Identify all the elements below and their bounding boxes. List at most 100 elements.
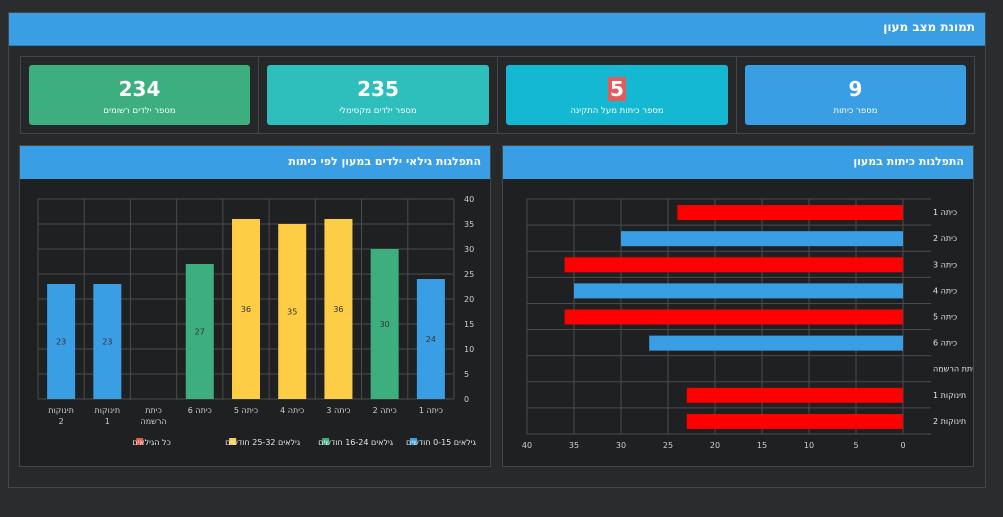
bar [232, 219, 260, 399]
bar [686, 387, 903, 403]
legend-swatch [410, 438, 417, 445]
class-distribution-chart: 0 5 10 15 20 25 30 35 40 כיתה 1 כיתה 2 כיתה 3 כיתה 4… [522, 198, 973, 450]
bar [564, 309, 903, 325]
bar [185, 264, 214, 399]
x-tick-label: כיתה 1 [419, 406, 443, 415]
x-tick-label: 5 [853, 441, 858, 450]
stat-value: 235 [267, 77, 489, 101]
legend-label: גילאים 25-32 חודשים [225, 438, 301, 447]
y-tick-label: תינוקות 1 [933, 391, 966, 400]
y-tick-label: כיתה 3 [933, 260, 957, 269]
x-tick-label: 30 [616, 441, 626, 450]
stat-label: מספר ילדים רשומים [103, 106, 176, 116]
x-tick-label: 15 [757, 441, 767, 450]
y-tick-label: 30 [464, 245, 474, 254]
x-tick-label: כיתה 6 [188, 406, 212, 415]
stat-label: מספר כיתות [833, 106, 878, 116]
x-tick-label: כיתת [145, 406, 162, 415]
x-tick-label: 1 [105, 417, 110, 426]
legend-label: גילאים 0-15 חודשים [406, 438, 477, 447]
stat-classes-over-quota: 5 מספר כיתות מעל התקינה [498, 57, 737, 133]
y-tick-label: 25 [464, 270, 474, 279]
class-distribution-panel: התפלגות כיתות במעון 0 5 10 15 20 25 30 35 40 כיתה… [502, 145, 974, 467]
bar-value-label: 30 [380, 320, 390, 329]
y-tick-label: 15 [464, 320, 474, 329]
y-tick-label: כיתה 6 [933, 339, 957, 348]
stat-label: מספר ילדים מקסימלי [339, 106, 417, 116]
bar-value-label: 27 [195, 328, 205, 337]
x-tick-label: כיתה 4 [280, 406, 304, 415]
y-tick-label: תינוקות 2 [933, 417, 966, 426]
legend-swatch [229, 438, 237, 445]
bar [564, 257, 903, 273]
bar [278, 224, 307, 399]
bar-value-label: 36 [241, 305, 251, 314]
bar [324, 219, 353, 399]
bar [621, 231, 903, 247]
stat-registered-children: 234 מספר ילדים רשומים [21, 57, 259, 133]
bar [47, 284, 76, 399]
stat-value-text: 5 [608, 77, 626, 101]
x-tick-label: כיתה 3 [326, 406, 350, 415]
panel-header: התפלגות גילאי ילדים במעון לפי כיתות [20, 146, 490, 179]
stat-box: 234 מספר ילדים רשומים [29, 65, 250, 125]
bar [686, 413, 903, 429]
legend-label: גילאים 16-24 חודשים [318, 438, 394, 447]
x-tick-label: תינוקות [48, 406, 74, 415]
legend-swatch [322, 438, 330, 445]
y-tick-label: כיתה 5 [933, 313, 957, 322]
stat-class-count: 9 מספר כיתות [737, 57, 974, 133]
y-tick-label: 40 [464, 195, 474, 204]
stat-box: 9 מספר כיתות [745, 65, 966, 125]
y-tick-label: 20 [464, 295, 474, 304]
bar [93, 284, 122, 399]
x-tick-label: 40 [522, 441, 532, 450]
age-distribution-chart: 0 5 10 15 20 25 30 35 40 23 תינוקות 2 23 תינוקות 1 כיתת… [37, 195, 477, 447]
page-title: תמונת מצב מעון [883, 20, 975, 34]
x-tick-label: 10 [804, 441, 814, 450]
dashboard-header: תמונת מצב מעון [9, 13, 985, 46]
x-tick-label: 0 [900, 441, 905, 450]
x-tick-label: הרשמה [141, 417, 167, 426]
bar [677, 205, 903, 221]
stat-value-text: 9 [848, 77, 863, 101]
bar-value-label: 24 [426, 335, 436, 344]
stat-value: 234 [29, 77, 250, 101]
age-distribution-panel: התפלגות גילאי ילדים במעון לפי כיתות 0 5 10… [19, 145, 491, 467]
panel-header: התפלגות כיתות במעון [503, 146, 973, 179]
y-tick-label: 0 [464, 395, 469, 404]
y-tick-label: כיתה 1 [933, 208, 957, 217]
x-tick-label: 20 [710, 441, 720, 450]
panel-title: התפלגות גילאי ילדים במעון לפי כיתות [288, 155, 481, 168]
bar [574, 283, 903, 299]
bar [416, 279, 445, 399]
stat-box: 5 מספר כיתות מעל התקינה [506, 65, 728, 125]
stat-value-text: 234 [118, 77, 161, 101]
x-tick-label: כיתה 2 [373, 406, 397, 415]
y-tick-label: כיתה 4 [933, 286, 957, 295]
y-tick-label: כיתת הרשמה [933, 365, 973, 374]
stat-max-children: 235 מספר ילדים מקסימלי [259, 57, 498, 133]
x-tick-label: 2 [59, 417, 64, 426]
stat-box: 235 מספר ילדים מקסימלי [267, 65, 489, 125]
y-tick-label: 35 [464, 220, 474, 229]
stats-row: 234 מספר ילדים רשומים 235 מספר ילדים מקס… [20, 56, 975, 134]
stat-value: 5 [506, 77, 728, 101]
stat-value: 9 [745, 77, 966, 101]
panel-title: התפלגות כיתות במעון [853, 155, 964, 168]
stat-label: מספר כיתות מעל התקינה [570, 106, 664, 116]
bar-value-label: 36 [333, 305, 343, 314]
bar-value-label: 23 [102, 338, 112, 347]
y-tick-label: כיתה 2 [933, 234, 957, 243]
stat-value-text: 235 [357, 77, 399, 101]
x-tick-label: 25 [663, 441, 673, 450]
bar-value-label: 35 [287, 308, 297, 317]
x-tick-label: 35 [569, 441, 579, 450]
legend-swatch [136, 438, 144, 445]
y-tick-label: 5 [464, 370, 469, 379]
bar [649, 335, 903, 351]
x-tick-label: תינוקות [95, 406, 121, 415]
y-tick-label: 10 [464, 345, 474, 354]
legend-label: כל הגילאים [132, 438, 171, 447]
bar [370, 249, 399, 399]
